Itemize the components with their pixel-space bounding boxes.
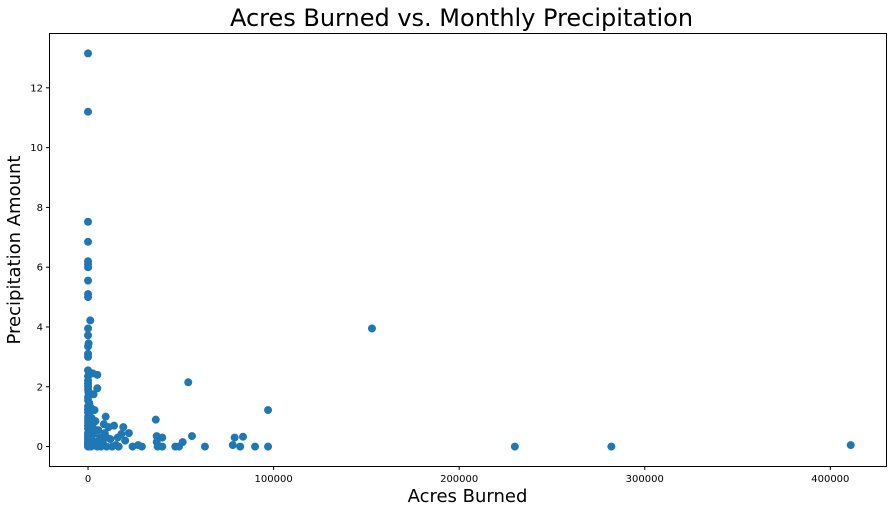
data-point-88 [97,442,106,451]
data-point-12 [84,331,93,340]
data-point-74 [106,435,115,444]
data-point-10 [86,316,95,325]
data-point-98 [184,378,193,387]
y-axis: 0 2 4 6 8 10 12 [30,83,50,453]
y-tick-label-6: 12 [30,83,43,94]
data-point-14 [84,342,93,351]
y-tick-label-3: 6 [37,263,43,274]
chart-title: Acres Burned vs. Monthly Precipitation [230,4,693,32]
data-point-99 [187,432,196,441]
data-point-16 [84,352,93,361]
plot-frame [49,33,887,467]
data-point-81 [102,442,111,451]
y-tick-label-1: 2 [37,382,43,393]
y-tick-label-4: 8 [37,203,43,214]
data-point-7 [84,276,93,285]
data-point-102 [230,433,239,442]
y-tick-label-5: 10 [30,143,43,154]
data-point-6 [84,263,93,272]
y-axis-title: Precipitation Amount [4,156,25,345]
data-point-100 [200,442,209,451]
x-tick-label-0: 0 [85,474,91,485]
data-point-104 [238,432,247,441]
x-tick-label-4: 400000 [811,474,849,485]
data-point-33 [90,406,99,415]
data-point-9 [84,293,93,302]
data-point-111 [846,441,855,450]
data-point-3 [84,237,93,246]
y-tick-label-0: 0 [37,442,43,453]
data-point-65 [88,440,97,449]
data-point-110 [607,442,616,451]
data-point-78 [121,436,130,445]
data-point-87 [137,442,146,451]
data-point-101 [228,441,237,450]
data-point-84 [114,442,123,451]
data-point-97 [178,438,187,447]
data-point-77 [119,423,128,432]
points-layer [84,49,855,451]
x-tick-label-2: 200000 [440,474,478,485]
data-point-67 [93,384,102,393]
x-tick-label-3: 300000 [626,474,664,485]
data-point-103 [236,442,245,451]
data-point-91 [158,433,167,442]
x-tick-label-1: 100000 [255,474,293,485]
data-point-94 [158,442,167,451]
data-point-11 [84,324,93,333]
data-point-1 [84,107,93,116]
data-point-71 [110,421,119,430]
data-point-66 [93,370,102,379]
data-point-107 [264,442,273,451]
data-point-0 [84,49,93,58]
data-point-108 [367,324,376,333]
data-point-76 [117,430,126,439]
data-point-89 [151,415,160,424]
x-axis: 0 100000 200000 300000 400000 [85,466,849,485]
data-point-79 [124,429,133,438]
data-point-105 [251,442,260,451]
data-point-2 [84,217,93,226]
data-point-68 [101,412,110,421]
x-axis-title: Acres Burned [408,486,528,507]
y-tick-label-2: 4 [37,322,43,333]
data-point-106 [264,406,273,415]
data-point-109 [510,442,519,451]
